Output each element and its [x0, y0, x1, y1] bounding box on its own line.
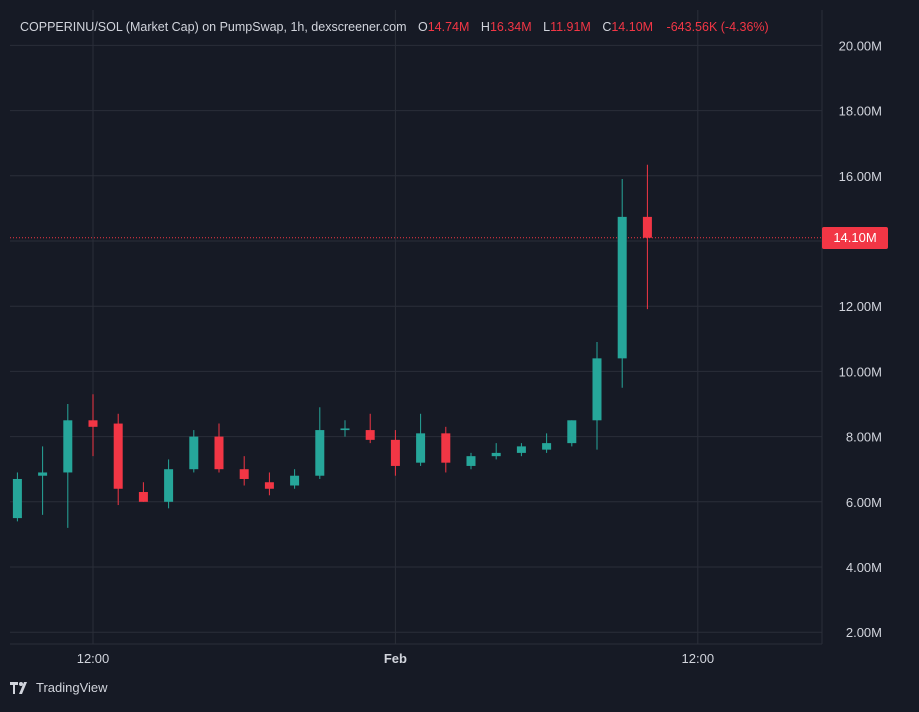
- y-tick-label: 8.00M: [846, 430, 882, 445]
- y-tick-label: 16.00M: [839, 169, 882, 184]
- candle-body-down: [88, 420, 98, 427]
- open-value: 14.74M: [427, 20, 470, 34]
- chart-legend: COPPERINU/SOL (Market Cap) on PumpSwap, …: [20, 20, 769, 34]
- candle-body-up: [164, 469, 174, 502]
- candle-body-up: [315, 430, 325, 476]
- y-tick-label: 4.00M: [846, 560, 882, 575]
- candle-body-up: [12, 478, 22, 519]
- candle-body-up: [38, 472, 48, 476]
- candle-body-up: [542, 443, 552, 450]
- low-key: L: [543, 20, 551, 34]
- candle-body-up: [491, 452, 501, 457]
- candle-body-up: [466, 456, 476, 466]
- candle-body-up: [63, 420, 73, 473]
- y-tick-label: 6.00M: [846, 495, 882, 510]
- x-tick-label: 12:00: [77, 651, 110, 666]
- chart-plot-area[interactable]: 2.00M4.00M6.00M8.00M10.00M12.00M14.00M16…: [10, 10, 882, 666]
- candle-body-up: [189, 436, 199, 470]
- open-key: O: [417, 20, 428, 34]
- candle-body-up: [516, 446, 526, 453]
- tradingview-brand: TradingView: [36, 680, 108, 695]
- high-value: 16.34M: [489, 20, 532, 34]
- candle-body-down: [365, 430, 375, 440]
- candle-body-up: [592, 358, 602, 421]
- y-tick-label: 12.00M: [839, 299, 882, 314]
- y-tick-label: 2.00M: [846, 625, 882, 640]
- candle-body-up: [340, 428, 350, 431]
- candle-body-up: [617, 216, 627, 359]
- candle-body-down: [113, 423, 123, 489]
- footer[interactable]: TradingView: [10, 680, 108, 695]
- candle-body-down: [642, 216, 652, 238]
- candle-body-down: [214, 436, 224, 470]
- candle-body-down: [239, 469, 249, 479]
- candle-body-up: [290, 475, 300, 486]
- candle-body-up: [416, 433, 426, 463]
- candle-body-down: [390, 439, 400, 466]
- y-tick-label: 18.00M: [839, 104, 882, 119]
- x-tick-label: 12:00: [682, 651, 715, 666]
- tradingview-logo-icon: [10, 681, 27, 694]
- y-tick-label: 20.00M: [839, 38, 882, 53]
- close-value: 14.10M: [611, 20, 654, 34]
- high-key: H: [480, 20, 490, 34]
- candle-body-down: [138, 492, 148, 502]
- x-tick-label: Feb: [384, 651, 407, 666]
- candle-body-up: [567, 420, 577, 444]
- candle-body-down: [264, 482, 274, 489]
- last-price-badge: 14.10M: [822, 227, 888, 249]
- change-value: -643.56K (-4.36%): [666, 20, 769, 34]
- y-tick-label: 10.00M: [839, 364, 882, 379]
- close-key: C: [602, 20, 612, 34]
- low-value: 11.91M: [550, 20, 591, 34]
- symbol-title: COPPERINU/SOL (Market Cap) on PumpSwap, …: [20, 20, 407, 34]
- candle-body-down: [441, 433, 451, 463]
